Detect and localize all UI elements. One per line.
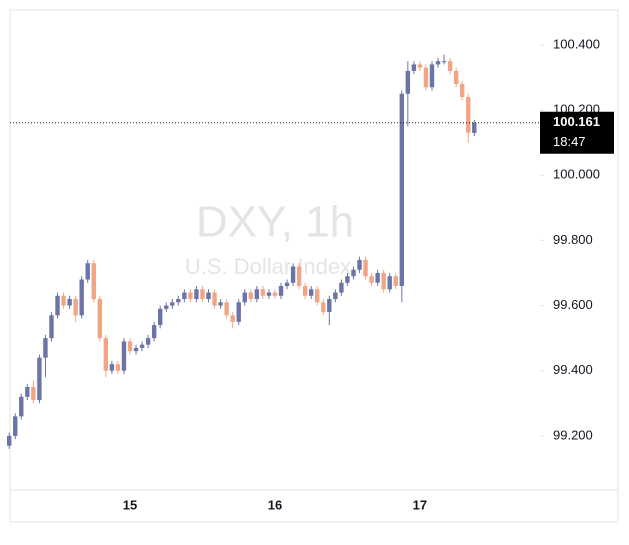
candle-body <box>309 289 314 296</box>
y-tick-label: 99.400 <box>553 362 593 377</box>
candle-body <box>429 64 435 88</box>
candle-body <box>248 292 253 300</box>
candle-body <box>200 289 205 300</box>
candle-body <box>339 282 344 293</box>
candle-body <box>182 292 187 300</box>
candle-body <box>164 305 169 309</box>
candle-body <box>212 292 217 306</box>
candle-body <box>242 292 247 303</box>
candle-body <box>188 292 193 300</box>
candle-body <box>25 387 30 397</box>
candle-body <box>97 299 102 339</box>
candle-body <box>447 61 453 71</box>
candle-body <box>133 347 139 352</box>
candle-body <box>230 315 235 322</box>
candle-body <box>224 302 229 316</box>
candle-body <box>441 61 447 63</box>
candle-body <box>393 276 398 287</box>
candle-body <box>176 299 181 303</box>
candle-body <box>345 276 350 283</box>
candle-body <box>351 269 356 277</box>
candle-body <box>19 396 24 417</box>
candle-body <box>37 357 42 401</box>
candle-body <box>49 315 54 339</box>
last-price-label: 100.161 <box>553 114 600 129</box>
candle-body <box>236 302 241 322</box>
candle-body <box>145 338 151 345</box>
candle-body <box>55 295 60 316</box>
candle-body <box>61 295 66 306</box>
y-tick-label: 99.800 <box>553 232 593 247</box>
candle-body <box>302 286 308 296</box>
x-tick-label: 15 <box>123 497 137 512</box>
candle-body <box>357 259 362 270</box>
candle-body <box>13 416 18 436</box>
frame <box>9 9 619 523</box>
watermark-subtitle: U.S. Dollar Index <box>185 254 351 279</box>
candle-body <box>206 292 211 300</box>
y-tick-label: 99.600 <box>553 297 593 312</box>
candle-body <box>151 325 157 339</box>
candle-body <box>170 302 175 306</box>
candle-body <box>363 259 368 277</box>
candle-body <box>296 266 302 287</box>
candle-body <box>194 289 199 300</box>
watermark-title: DXY, 1h <box>196 198 354 247</box>
candle-body <box>139 344 145 348</box>
candle-body <box>278 286 284 296</box>
y-tick-label: 100.400 <box>553 36 600 51</box>
candle-body <box>115 364 121 371</box>
candle-body <box>218 302 223 306</box>
candle-body <box>79 279 84 316</box>
candle-body <box>85 263 90 280</box>
candle-body <box>375 272 380 283</box>
candle-body <box>333 292 338 300</box>
candle-body <box>158 308 163 326</box>
candle-body <box>466 97 471 133</box>
candle-body <box>369 276 374 283</box>
candle-body <box>321 302 326 313</box>
candle-body <box>381 272 386 290</box>
candle-body <box>43 338 48 358</box>
candle-body <box>411 64 417 71</box>
candle-body <box>254 289 260 300</box>
candle-body <box>7 435 12 446</box>
candle-body <box>399 93 404 287</box>
candle-body <box>315 289 320 303</box>
y-tick-label: 100.000 <box>553 167 600 182</box>
candle-body <box>417 64 423 68</box>
candle-body <box>405 70 411 94</box>
candle-body <box>121 341 127 371</box>
candle-body <box>472 122 477 133</box>
candle-body <box>103 338 109 371</box>
x-tick-label: 17 <box>413 497 427 512</box>
candle-body <box>460 83 465 98</box>
candle-body <box>73 299 78 316</box>
candle-body <box>91 263 96 300</box>
last-price-box <box>540 111 614 154</box>
candle-body <box>31 387 36 401</box>
candle-body <box>109 364 115 371</box>
x-tick-label: 16 <box>268 497 282 512</box>
y-tick-label: 99.200 <box>553 427 593 442</box>
candle-body <box>260 289 266 296</box>
candle-body <box>387 276 392 290</box>
candle-body <box>423 67 429 88</box>
candle-body <box>284 282 290 287</box>
candle-body <box>327 299 332 313</box>
countdown: 18:47 <box>553 134 586 149</box>
candle-body <box>266 292 272 296</box>
candle-body <box>435 61 441 65</box>
candle-body <box>453 70 459 84</box>
candle-body <box>127 341 133 352</box>
candle-body <box>290 266 296 283</box>
candle-body <box>67 299 72 306</box>
candle-body <box>272 292 278 296</box>
